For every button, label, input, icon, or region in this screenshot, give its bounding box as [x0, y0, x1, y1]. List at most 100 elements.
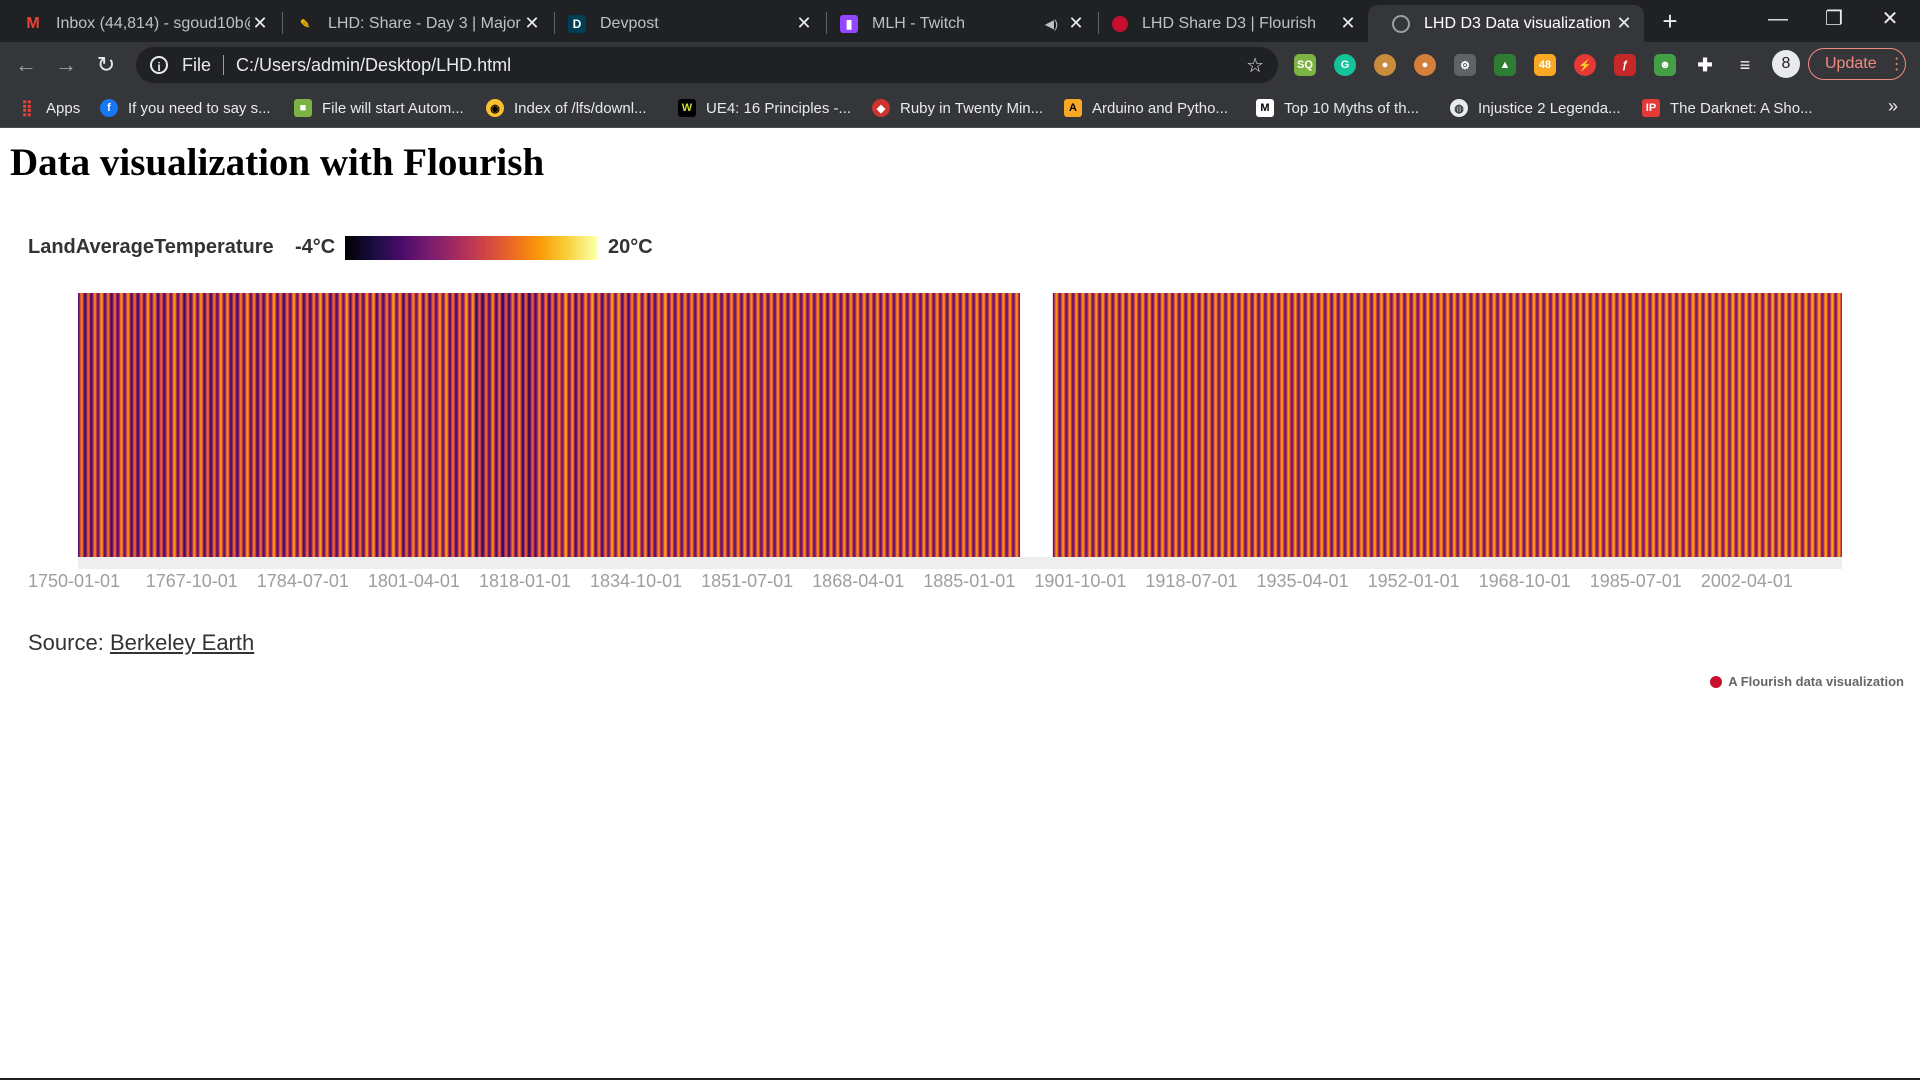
- temperature-stripe: [1527, 293, 1528, 557]
- temperature-stripe: [1116, 293, 1118, 557]
- temperature-stripe: [1110, 293, 1112, 557]
- grammarly-icon[interactable]: G: [1334, 54, 1356, 76]
- temperature-stripe: [1251, 293, 1253, 557]
- forward-button[interactable]: →: [55, 52, 77, 77]
- bookmark-item[interactable]: ◉ Index of /lfs/downl...: [486, 97, 647, 119]
- temperature-stripe: [163, 293, 165, 557]
- temperature-stripe: [1463, 293, 1465, 557]
- temperature-stripe: [1170, 293, 1171, 557]
- tab-gmail[interactable]: M Inbox (44,814) - sgoud10b@ ✕: [0, 5, 280, 42]
- temperature-stripe: [189, 293, 190, 557]
- temperature-stripe: [959, 293, 961, 557]
- temperature-stripe: [1221, 293, 1223, 557]
- close-icon[interactable]: ✕: [524, 13, 540, 33]
- temperature-stripe: [635, 293, 636, 557]
- temperature-stripe: [1174, 293, 1176, 557]
- close-window-button[interactable]: ✕: [1881, 8, 1899, 30]
- new-tab-button[interactable]: +: [1662, 6, 1678, 36]
- restore-button[interactable]: ❐: [1825, 8, 1843, 30]
- profile-avatar[interactable]: 8: [1772, 50, 1800, 78]
- temperature-stripe: [1485, 293, 1487, 557]
- bookmark-item[interactable]: ◆ Ruby in Twenty Min...: [872, 97, 1043, 119]
- temperature-stripe: [149, 293, 151, 557]
- source-link[interactable]: Berkeley Earth: [109, 630, 255, 655]
- close-icon[interactable]: ✕: [252, 13, 268, 33]
- puzzle-icon[interactable]: ✚: [1697, 54, 1713, 75]
- temperature-stripe: [1759, 293, 1761, 557]
- tab-flourish[interactable]: LHD Share D3 | Flourish ✕: [1088, 5, 1368, 42]
- bike-icon[interactable]: ⚙: [1454, 54, 1476, 76]
- temperature-stripe: [1623, 293, 1625, 557]
- temperature-stripes-chart[interactable]: [78, 293, 1842, 577]
- bookmark-apps[interactable]: ⣿ Apps: [18, 97, 80, 119]
- close-icon[interactable]: ✕: [796, 13, 812, 33]
- minimize-button[interactable]: —: [1768, 8, 1788, 30]
- bookmark-item[interactable]: A Arduino and Pytho...: [1064, 97, 1228, 119]
- flash-icon[interactable]: ƒ: [1614, 54, 1636, 76]
- temperature-stripe: [746, 293, 748, 557]
- close-icon[interactable]: ✕: [1616, 13, 1632, 33]
- temperature-stripe: [1243, 293, 1245, 557]
- legend-swatch: [381, 236, 385, 260]
- temperature-stripe: [1231, 293, 1233, 557]
- temperature-stripe: [570, 293, 572, 557]
- temperature-stripe: [498, 293, 499, 557]
- legend-swatch: [534, 236, 538, 260]
- temperature-stripe: [469, 293, 471, 557]
- speaker-icon[interactable]: ◀): [1044, 16, 1058, 31]
- bookmark-item[interactable]: M Top 10 Myths of th...: [1256, 97, 1419, 119]
- temperature-stripe: [1644, 293, 1646, 557]
- temperature-stripe: [1713, 293, 1715, 557]
- back-button[interactable]: ←: [15, 52, 37, 77]
- temperature-stripe: [914, 293, 916, 557]
- sq-extension-icon[interactable]: SQ: [1294, 54, 1316, 76]
- temperature-stripe: [363, 293, 365, 557]
- bookmark-item[interactable]: IP The Darknet: A Sho...: [1642, 97, 1813, 119]
- update-button[interactable]: Update ⋮: [1808, 48, 1906, 80]
- cookie-editor-icon[interactable]: ●: [1414, 54, 1436, 76]
- reload-button[interactable]: ↻: [96, 52, 116, 77]
- tab-lhd-d3[interactable]: LHD D3 Data visualization ✕: [1368, 5, 1644, 42]
- reading-list-icon[interactable]: ≡: [1739, 54, 1751, 75]
- notification-badge-icon[interactable]: 48: [1534, 54, 1556, 76]
- temperature-stripe: [1210, 293, 1212, 557]
- temperature-stripe: [829, 293, 830, 557]
- cookie-icon[interactable]: ●: [1374, 54, 1396, 76]
- info-icon[interactable]: i: [150, 56, 168, 74]
- close-icon[interactable]: ✕: [1068, 13, 1084, 33]
- tab-twitch[interactable]: ▮ MLH - Twitch ◀) ✕: [816, 5, 1096, 42]
- temperature-stripe: [255, 293, 257, 557]
- bookmark-item[interactable]: W UE4: 16 Principles -...: [678, 97, 851, 119]
- frog-icon[interactable]: ☻: [1654, 54, 1676, 76]
- temperature-stripe: [1054, 293, 1056, 557]
- temperature-stripe: [274, 293, 276, 557]
- bookmark-item[interactable]: ◍ Injustice 2 Legenda...: [1450, 97, 1621, 119]
- temperature-stripe: [631, 293, 633, 557]
- temperature-stripe: [633, 293, 635, 557]
- temperature-stripe: [897, 293, 899, 557]
- bookmark-item[interactable]: f If you need to say s...: [100, 97, 271, 119]
- temperature-stripe: [500, 293, 502, 557]
- temperature-stripe: [552, 293, 554, 557]
- temperature-stripe: [491, 293, 493, 557]
- menu-icon[interactable]: ⋮: [1888, 56, 1905, 73]
- temperature-stripe: [224, 293, 226, 557]
- temperature-stripe: [530, 293, 532, 557]
- address-bar[interactable]: i File C:/Users/admin/Desktop/LHD.html ☆: [136, 47, 1278, 83]
- temperature-stripe: [1344, 293, 1346, 557]
- temperature-stripe: [1408, 293, 1410, 557]
- temperature-stripe: [1610, 293, 1612, 557]
- bookmark-star-icon[interactable]: ☆: [1246, 54, 1264, 77]
- temperature-stripe: [1258, 293, 1260, 557]
- bookmarks-overflow-icon[interactable]: »: [1887, 96, 1898, 116]
- temperature-stripe: [696, 293, 698, 557]
- flourish-credit[interactable]: A Flourish data visualization: [1710, 674, 1904, 689]
- temperature-stripe: [486, 293, 488, 557]
- lightning-icon[interactable]: ⚡: [1574, 54, 1596, 76]
- temperature-stripe: [160, 293, 162, 557]
- google-drive-icon[interactable]: ▲: [1494, 54, 1516, 76]
- bookmark-item[interactable]: ■ File will start Autom...: [294, 97, 464, 119]
- close-icon[interactable]: ✕: [1340, 13, 1356, 33]
- tab-devpost[interactable]: D Devpost ✕: [544, 5, 824, 42]
- tab-lhd-share[interactable]: ✎ LHD: Share - Day 3 | Major Le ✕: [272, 5, 552, 42]
